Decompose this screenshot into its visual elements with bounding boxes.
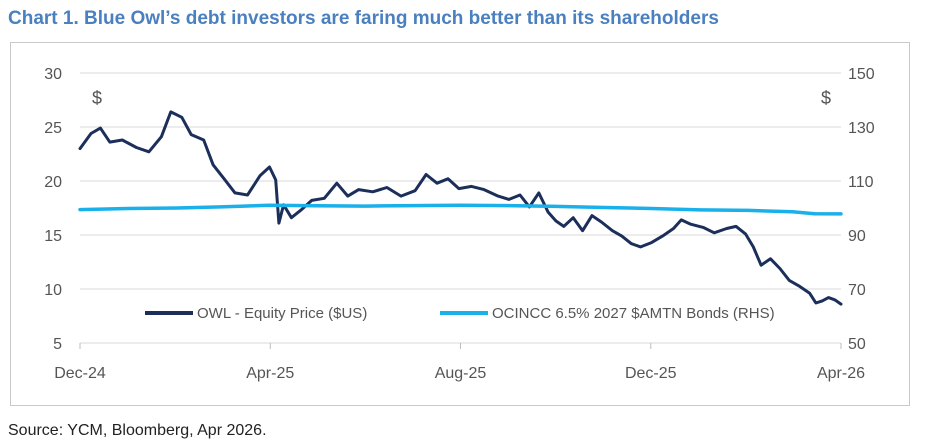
y-left-tick-label: 5 [53,336,62,353]
y-right-tick-label: 50 [848,336,866,353]
chart-title: Chart 1. Blue Owl’s debt investors are f… [8,8,719,29]
x-tick-label: Apr-26 [817,365,865,382]
y-left-tick-label: 25 [44,120,62,137]
y-left-tick-label: 30 [44,66,62,83]
y-right-unit: $ [821,88,831,108]
axes: 5 10 15 20 25 30 50 70 90 110 130 150 $ $ Dec-24 Apr-25… [44,66,875,382]
chart-frame [10,42,910,406]
x-tick-label: Dec-24 [54,365,106,382]
legend-label: OWL - Equity Price ($US) [197,305,367,322]
x-tick-label: Dec-25 [625,365,677,382]
y-left-tick-label: 10 [44,282,62,299]
series-lines [78,110,843,306]
y-right-tick-label: 70 [848,282,866,299]
y-right-tick-label: 110 [848,174,874,191]
x-tick-label: Aug-25 [435,365,487,382]
source-note: Source: YCM, Bloomberg, Apr 2026. [8,422,267,439]
y-right-tick-label: 150 [848,66,875,83]
y-right-tick-label: 130 [848,120,875,137]
x-tick-label: Apr-25 [246,365,294,382]
y-left-tick-label: 15 [44,228,62,245]
y-left-tick-label: 20 [44,174,62,191]
y-left-unit: $ [92,88,102,108]
bonds-series-line [78,203,843,216]
equity-series-line [78,110,843,306]
y-right-tick-label: 90 [848,228,866,245]
legend-label: OCINCC 6.5% 2027 $AMTN Bonds (RHS) [492,305,775,322]
legend: OWL - Equity Price ($US) OCINCC 6.5% 2027… [145,305,775,322]
